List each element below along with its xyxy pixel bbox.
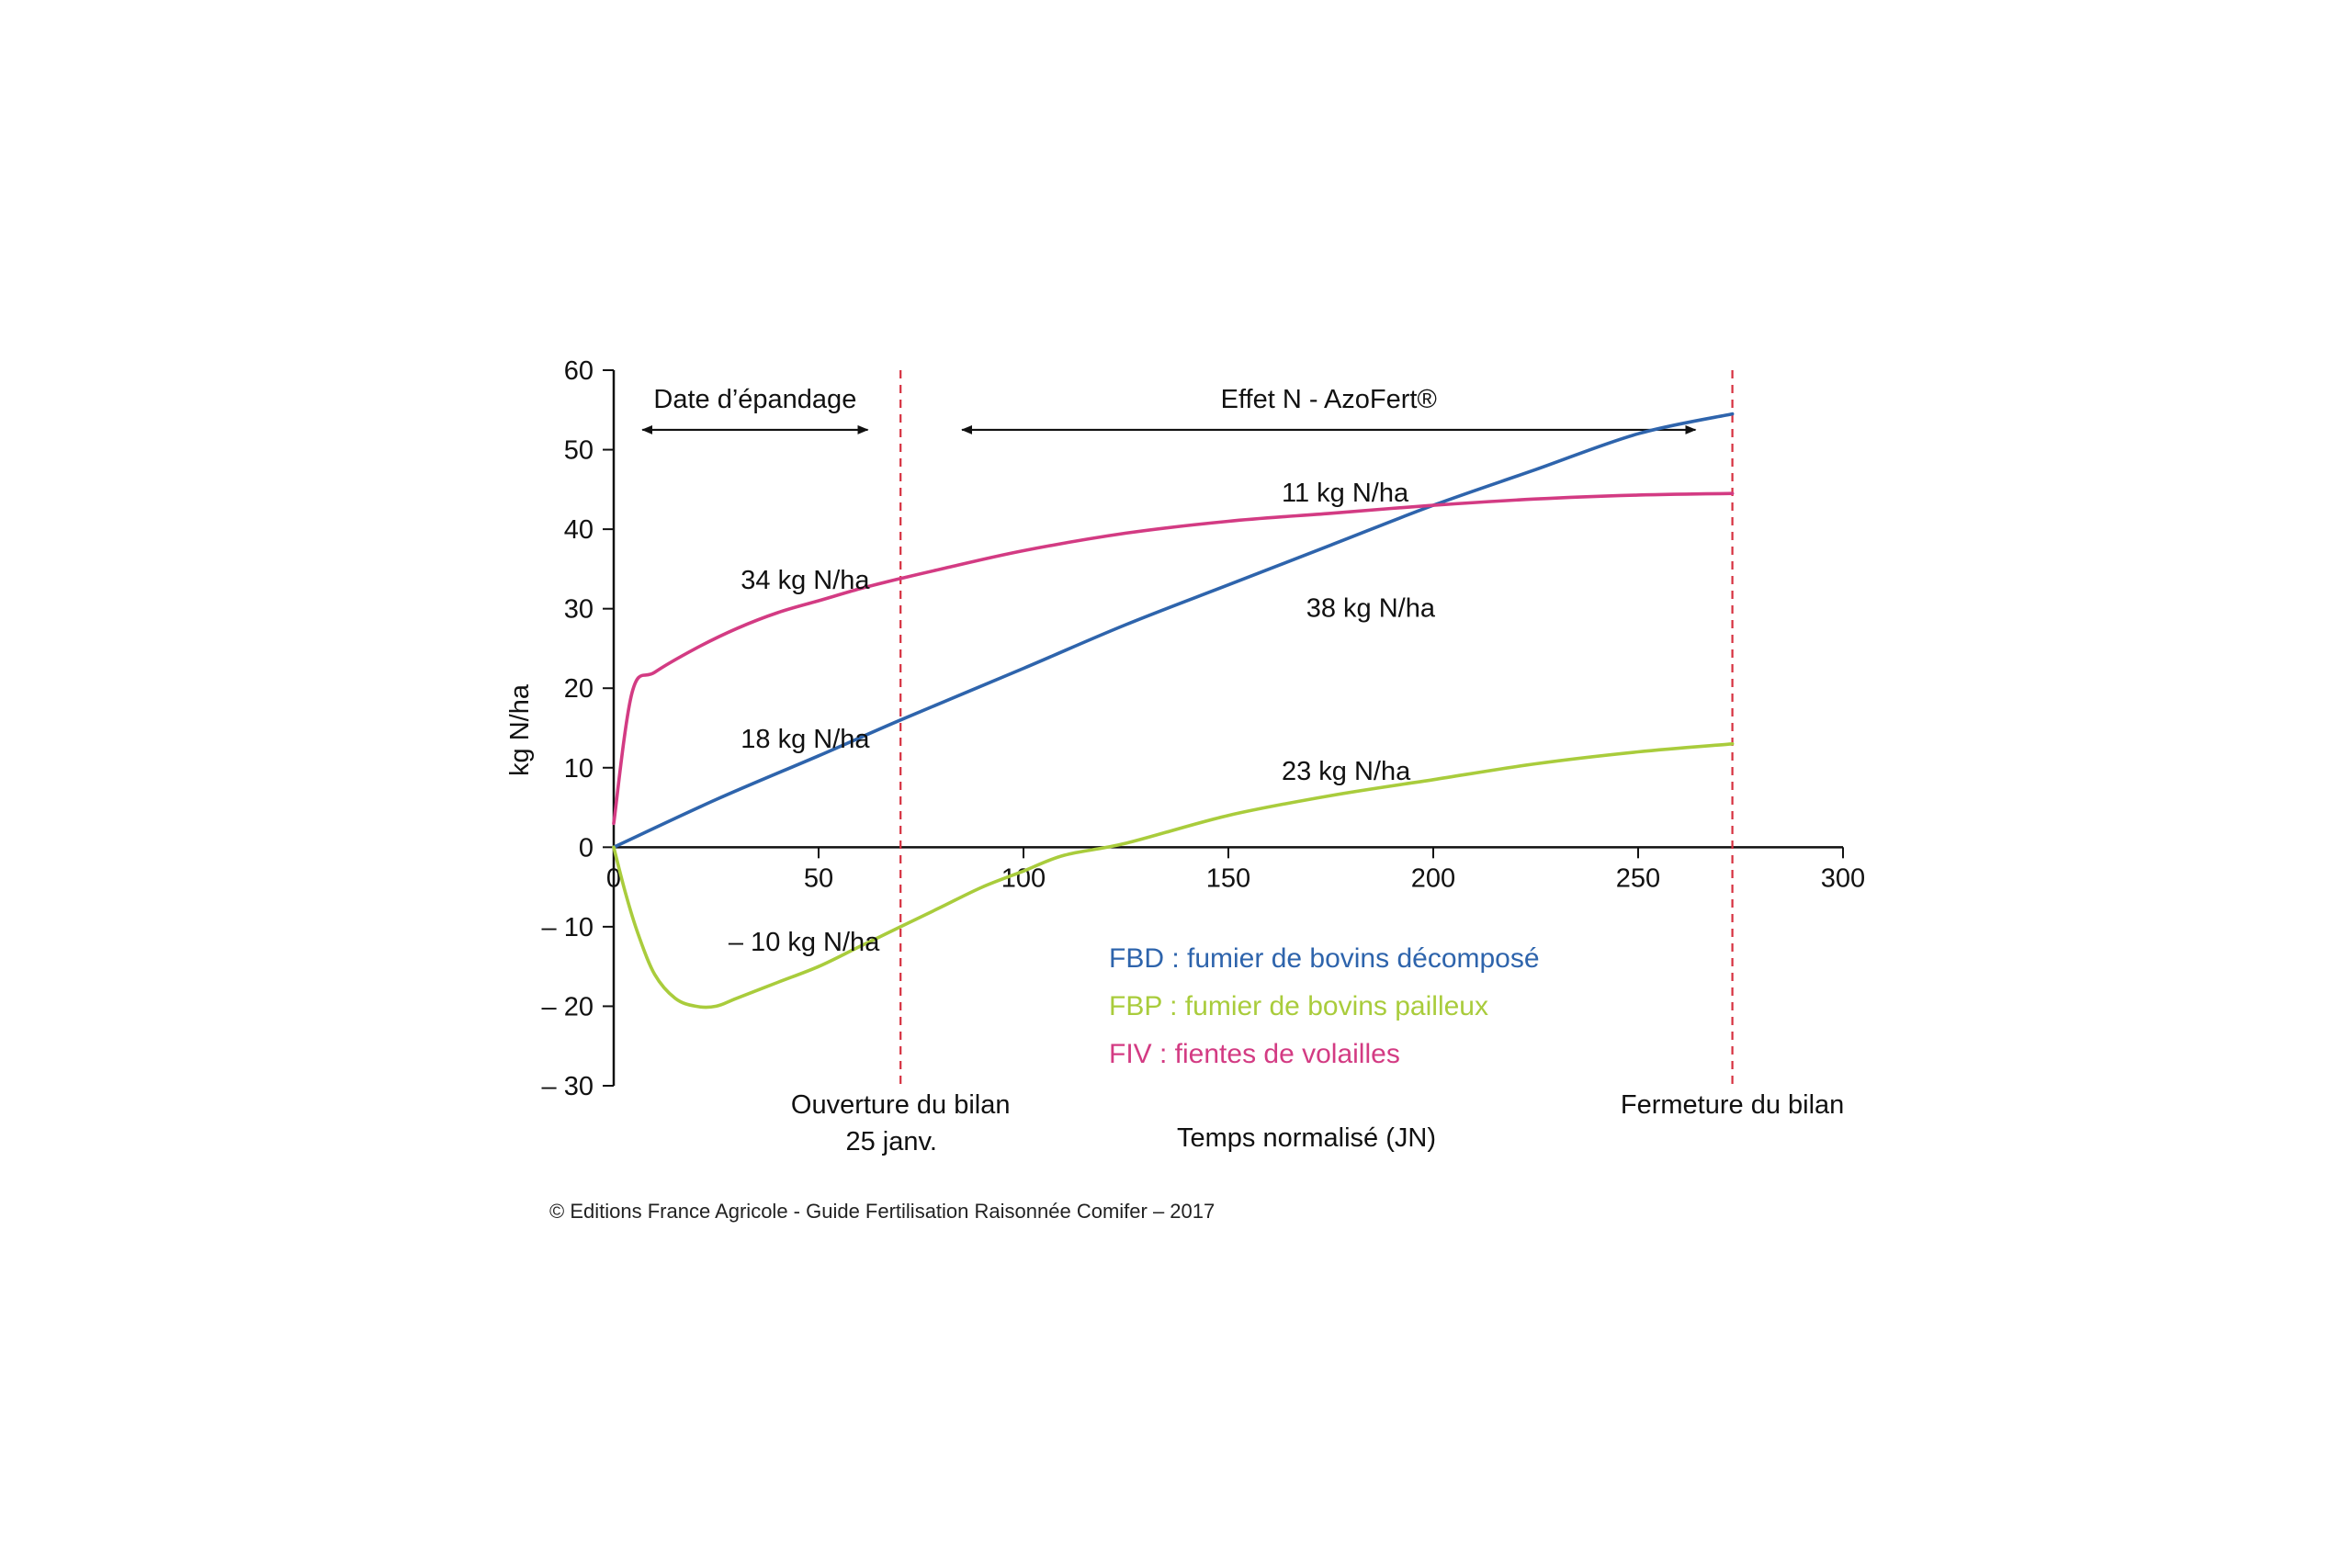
y-tick-label: 10: [564, 754, 594, 784]
x-tick-label: 150: [1206, 863, 1250, 893]
y-tick-label: 60: [564, 356, 594, 386]
x-tick-label: 300: [1821, 863, 1865, 893]
reference-label-fermeture: Fermeture du bilan: [1621, 1090, 1844, 1120]
series-line-fiv: [612, 491, 1735, 826]
y-tick-label: – 20: [542, 992, 594, 1021]
value-annotation: – 10 kg N/ha: [729, 928, 880, 957]
value-annotation: 11 kg N/ha: [1282, 479, 1409, 508]
legend: FBD : fumier de bovins décomposé FBP : f…: [1109, 943, 1540, 1069]
period-arrow-label: Date d’épandage: [653, 385, 856, 414]
y-tick-label: – 10: [542, 913, 594, 942]
x-tick-label: 50: [804, 863, 833, 893]
y-tick-label: 20: [564, 674, 594, 704]
y-tick-label: – 30: [542, 1072, 594, 1101]
legend-entry-fiv: FIV : fientes de volailles: [1109, 1039, 1400, 1069]
x-tick-label: 100: [1001, 863, 1046, 893]
period-arrows: Date d’épandage Effet N - AzoFert®: [641, 385, 1697, 434]
value-annotation: 18 kg N/ha: [741, 725, 870, 754]
reference-lines: Ouverture du bilan 25 janv. Fermeture du b…: [791, 370, 1844, 1156]
y-tick-label: 0: [579, 833, 594, 863]
value-annotation: 34 kg N/ha: [741, 566, 870, 595]
y-tick-label: 40: [564, 515, 594, 545]
y-tick-label: 50: [564, 436, 594, 466]
series-line-fbp: [612, 742, 1735, 1010]
reference-label-ouverture: Ouverture du bilan: [791, 1090, 1011, 1120]
series-line-fbd: [612, 412, 1735, 850]
y-tick-label: 30: [564, 595, 594, 625]
reference-sublabel-date: 25 janv.: [845, 1127, 936, 1156]
x-tick-label: 250: [1616, 863, 1660, 893]
legend-entry-fbd: FBD : fumier de bovins décomposé: [1109, 943, 1540, 974]
x-tick-label: 0: [606, 863, 621, 893]
y-axis-ticks: 60 50 40 30 20 10 0 – 10 – 20 – 30: [542, 356, 614, 1101]
copyright-credit: © Editions France Agricole - Guide Ferti…: [549, 1200, 1215, 1223]
x-axis-ticks: 0 50 100 150 200 250 300: [606, 847, 1865, 893]
value-annotation: 23 kg N/ha: [1282, 757, 1411, 786]
value-annotations: 34 kg N/ha 18 kg N/ha – 10 kg N/ha 11 kg N/…: [729, 479, 1436, 957]
series-lines: [612, 412, 1735, 1010]
y-axis-label: kg N/ha: [505, 683, 535, 776]
x-tick-label: 200: [1411, 863, 1455, 893]
legend-entry-fbp: FBP : fumier de bovins pailleux: [1109, 991, 1488, 1021]
x-axis-label: Temps normalisé (JN): [1177, 1123, 1436, 1153]
period-arrow-label: Effet N - AzoFert®: [1221, 385, 1437, 414]
value-annotation: 38 kg N/ha: [1306, 593, 1436, 623]
